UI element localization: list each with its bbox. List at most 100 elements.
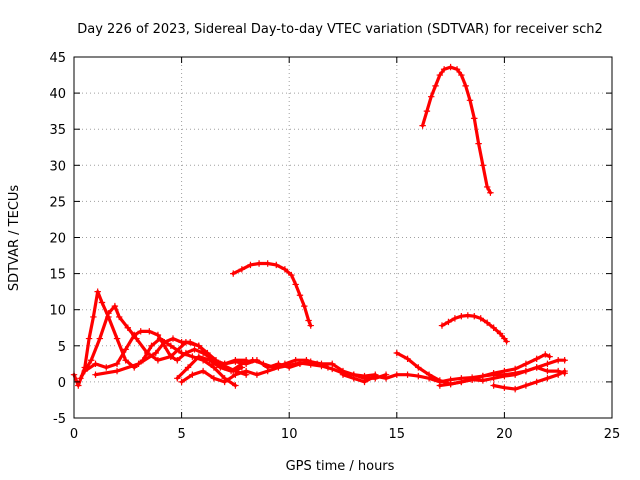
y-tick-label: 25 — [49, 195, 66, 210]
series-trace-e — [174, 353, 332, 382]
series-line — [231, 261, 313, 328]
data-point — [533, 378, 540, 386]
data-point — [167, 353, 175, 360]
data-point — [242, 360, 250, 368]
data-point — [487, 189, 494, 196]
series-trace-j — [436, 357, 568, 389]
x-tick-label: 20 — [496, 427, 513, 442]
data-point — [496, 330, 504, 337]
data-point — [475, 140, 482, 147]
data-point — [253, 371, 261, 378]
data-point — [174, 357, 181, 364]
data-point — [425, 371, 433, 378]
data-point — [143, 349, 151, 357]
data-point — [152, 349, 159, 357]
data-point — [372, 372, 379, 380]
x-tick-label: 25 — [604, 427, 621, 442]
data-point — [133, 335, 140, 342]
data-point — [189, 353, 196, 360]
data-point — [296, 359, 304, 367]
data-point — [264, 260, 271, 267]
data-point — [490, 324, 497, 331]
data-point — [393, 349, 400, 357]
data-point — [479, 162, 487, 169]
y-tick-label: 0 — [58, 376, 66, 391]
data-point — [187, 338, 194, 346]
data-point — [462, 82, 469, 90]
y-axis-label: SDTVAR / TECUs — [7, 185, 22, 292]
data-point — [81, 367, 88, 375]
data-point — [105, 310, 112, 317]
data-point — [432, 82, 439, 90]
series-trace-n — [438, 312, 510, 345]
data-point — [122, 346, 129, 353]
data-point — [184, 364, 192, 371]
data-point — [436, 382, 444, 389]
data-point — [124, 324, 131, 331]
data-point — [464, 312, 472, 319]
data-point — [544, 375, 551, 382]
data-point — [447, 63, 454, 71]
data-point — [339, 371, 347, 378]
data-point — [404, 355, 411, 362]
data-point — [415, 364, 422, 371]
data-point — [490, 375, 497, 382]
data-point — [546, 353, 553, 360]
y-tick-label: 20 — [49, 232, 66, 247]
data-point — [288, 271, 295, 279]
data-point — [206, 357, 213, 364]
axis-ticks: 0 5 10 15 20 25 -5 0 5 10 15 20 25 30 35 40 45 — [49, 51, 620, 442]
y-tick-label: 5 — [58, 340, 66, 355]
data-point — [154, 357, 162, 364]
data-point — [544, 360, 551, 368]
data-point — [292, 281, 299, 288]
data-point — [361, 378, 368, 386]
y-tick-label: -5 — [53, 412, 66, 427]
data-series — [70, 63, 568, 393]
series-line — [421, 65, 492, 195]
y-tick-label: 40 — [49, 87, 66, 102]
data-point — [522, 360, 530, 368]
data-point — [301, 302, 308, 310]
data-point — [428, 93, 435, 100]
data-point — [273, 261, 280, 269]
data-point — [458, 71, 465, 79]
data-point — [221, 378, 228, 386]
x-tick-label: 5 — [177, 427, 185, 442]
data-point — [522, 382, 530, 389]
data-point — [305, 317, 312, 324]
data-point — [561, 357, 568, 364]
data-point — [382, 375, 390, 382]
data-point — [96, 335, 104, 342]
data-point — [154, 331, 162, 339]
y-tick-label: 10 — [49, 304, 66, 319]
x-tick-label: 15 — [389, 427, 406, 442]
data-point — [131, 331, 138, 339]
data-point — [174, 375, 181, 382]
data-point — [350, 375, 357, 382]
data-point — [501, 372, 508, 380]
data-point — [483, 183, 491, 191]
data-point — [447, 380, 454, 388]
data-point — [275, 364, 282, 371]
data-point — [169, 335, 177, 342]
data-point — [511, 365, 519, 373]
data-point — [232, 358, 239, 365]
data-point — [361, 372, 368, 380]
data-point — [542, 351, 549, 358]
data-point — [122, 357, 129, 364]
data-point — [146, 328, 153, 335]
series-line — [93, 337, 244, 377]
data-point — [458, 312, 465, 320]
data-point — [522, 367, 530, 375]
data-point — [178, 378, 185, 386]
data-point — [161, 338, 168, 346]
series-line — [440, 313, 509, 344]
data-point — [307, 361, 314, 368]
data-point — [92, 371, 99, 378]
data-point — [111, 302, 119, 310]
data-point — [230, 270, 237, 277]
data-point — [281, 266, 289, 273]
data-point — [135, 360, 142, 368]
data-point — [423, 107, 431, 115]
